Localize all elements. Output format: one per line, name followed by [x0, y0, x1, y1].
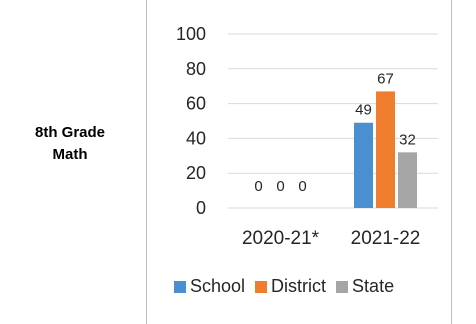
- y-tick-label: 80: [186, 59, 206, 79]
- row-label-line2: Math: [52, 146, 88, 163]
- bar-school: [354, 122, 373, 208]
- data-label: 0: [254, 178, 262, 195]
- legend: School District State: [174, 276, 404, 297]
- legend-swatch: [174, 280, 186, 293]
- data-label: 32: [399, 131, 416, 148]
- y-tick-label: 40: [186, 128, 206, 148]
- y-tick-label: 60: [186, 94, 206, 114]
- legend-label: District: [271, 276, 327, 296]
- legend-label: School: [190, 276, 246, 296]
- legend-item-state: State: [336, 276, 394, 297]
- legend-item-district: District: [255, 276, 326, 297]
- x-category-label: 2020-21*: [242, 228, 320, 249]
- chart-frame: [146, 0, 452, 324]
- legend-swatch: [336, 280, 349, 293]
- data-label: 0: [298, 178, 306, 195]
- data-label: 67: [377, 70, 394, 87]
- legend-item-school: School: [174, 276, 245, 297]
- legend-label: State: [352, 276, 395, 296]
- row-label: 8th Grade Math: [0, 122, 140, 166]
- row-label-line1: 8th Grade: [34, 124, 106, 141]
- y-tick-label: 20: [186, 163, 206, 183]
- y-tick-label: 0: [196, 198, 206, 218]
- legend-swatch: [255, 280, 268, 293]
- bar-district: [376, 91, 395, 208]
- y-tick-label: 100: [176, 24, 206, 44]
- data-label: 0: [276, 178, 284, 195]
- data-label: 49: [355, 102, 372, 119]
- x-category-label: 2021-22: [351, 228, 421, 249]
- bar-state: [398, 152, 417, 208]
